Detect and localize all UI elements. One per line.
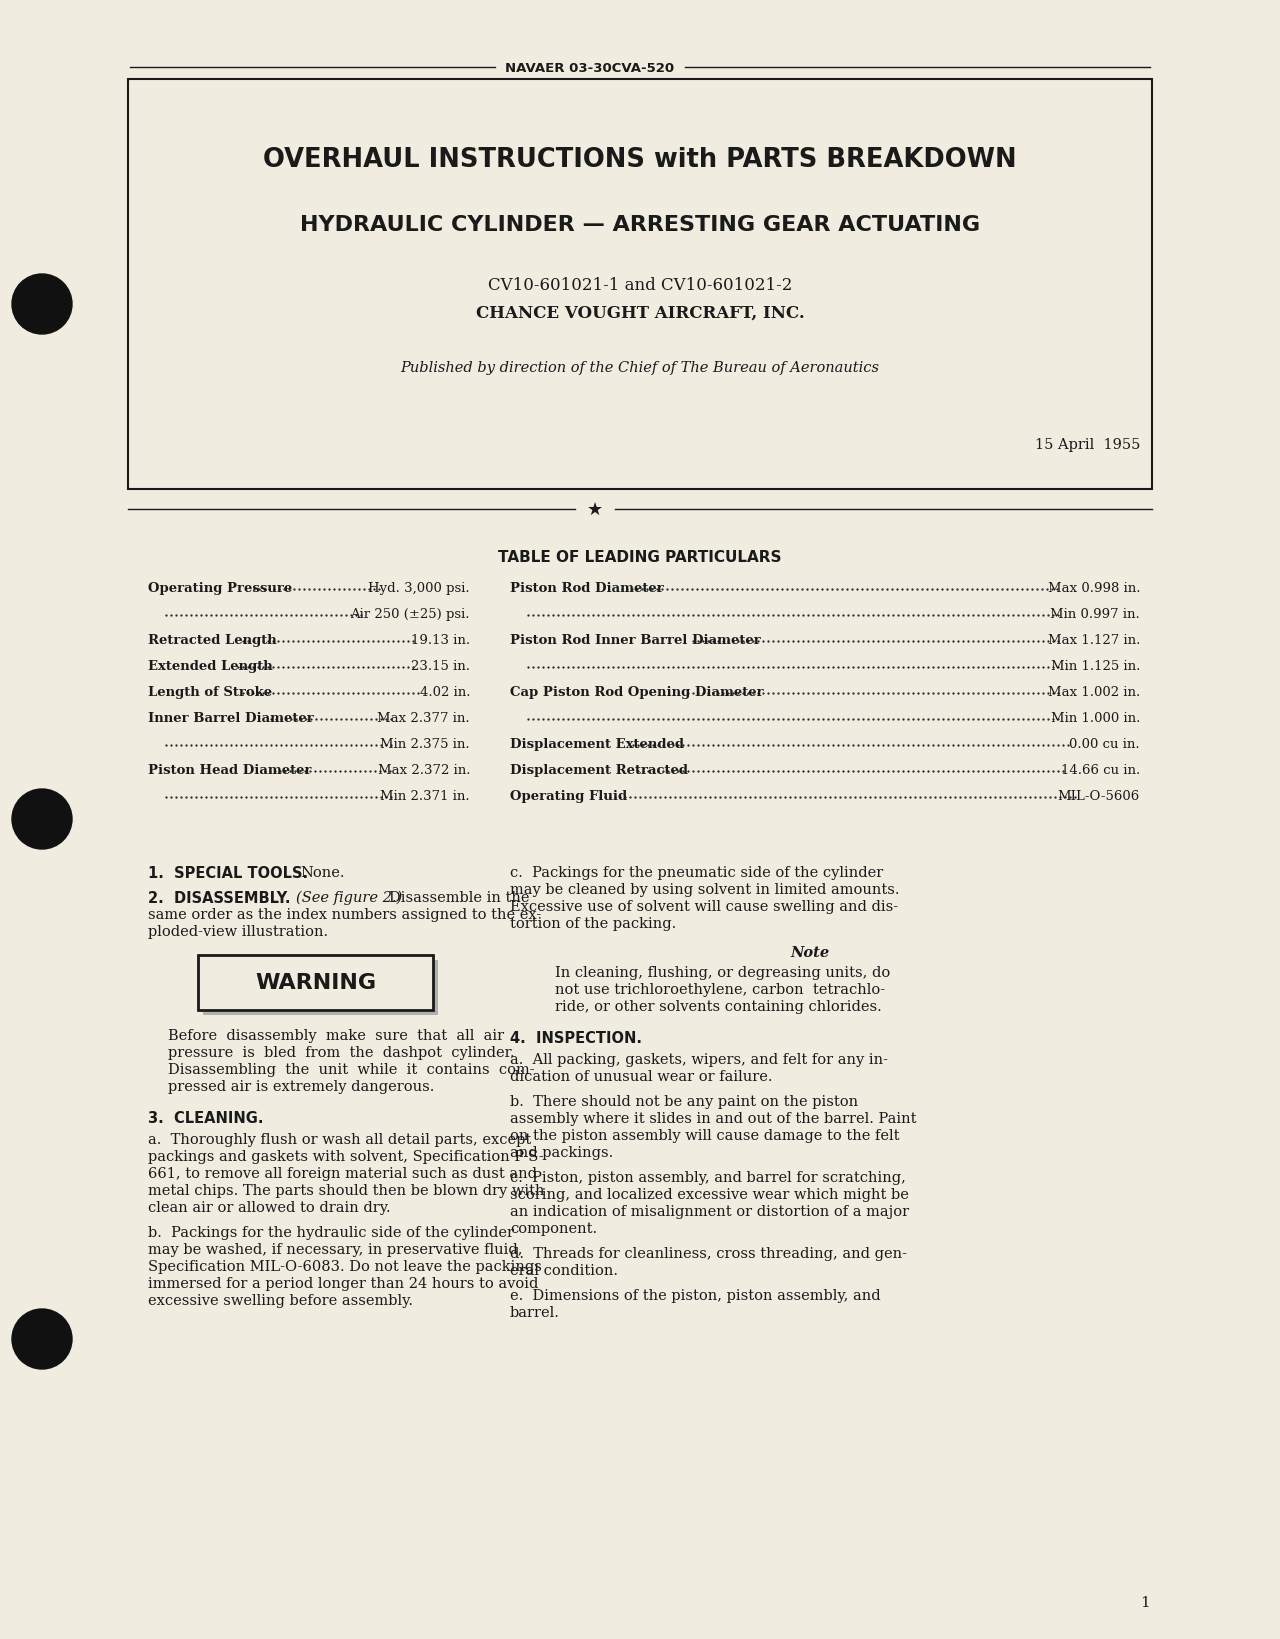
Text: component.: component.	[509, 1221, 598, 1236]
Text: Specification MIL-O-6083. Do not leave the packings: Specification MIL-O-6083. Do not leave t…	[148, 1259, 541, 1274]
Text: Excessive use of solvent will cause swelling and dis-: Excessive use of solvent will cause swel…	[509, 900, 899, 913]
Text: eral condition.: eral condition.	[509, 1264, 618, 1277]
Text: CV10-601021-1 and CV10-601021-2: CV10-601021-1 and CV10-601021-2	[488, 277, 792, 293]
Text: scoring, and localized excessive wear which might be: scoring, and localized excessive wear wh…	[509, 1187, 909, 1201]
Text: Operating Fluid: Operating Fluid	[509, 790, 627, 803]
Text: pressed air is extremely dangerous.: pressed air is extremely dangerous.	[168, 1080, 434, 1093]
Text: HYDRAULIC CYLINDER — ARRESTING GEAR ACTUATING: HYDRAULIC CYLINDER — ARRESTING GEAR ACTU…	[300, 215, 980, 234]
Text: Max 1.127 in.: Max 1.127 in.	[1047, 634, 1140, 647]
Text: Max 2.372 in.: Max 2.372 in.	[378, 764, 470, 777]
Text: CHANCE VOUGHT AIRCRAFT, INC.: CHANCE VOUGHT AIRCRAFT, INC.	[476, 305, 804, 321]
Text: Min 0.997 in.: Min 0.997 in.	[1051, 608, 1140, 621]
Text: 19.13 in.: 19.13 in.	[411, 634, 470, 647]
Text: b.  There should not be any paint on the piston: b. There should not be any paint on the …	[509, 1095, 858, 1108]
Text: ride, or other solvents containing chlorides.: ride, or other solvents containing chlor…	[556, 1000, 882, 1013]
Text: Hyd. 3,000 psi.: Hyd. 3,000 psi.	[369, 582, 470, 595]
Text: Displacement Extended: Displacement Extended	[509, 738, 684, 751]
Text: e.  Dimensions of the piston, piston assembly, and: e. Dimensions of the piston, piston asse…	[509, 1288, 881, 1303]
Text: 661, to remove all foreign material such as dust and: 661, to remove all foreign material such…	[148, 1167, 538, 1180]
Text: Retracted Length: Retracted Length	[148, 634, 276, 647]
Text: may be washed, if necessary, in preservative fluid,: may be washed, if necessary, in preserva…	[148, 1242, 522, 1255]
Text: Displacement Retracted: Displacement Retracted	[509, 764, 689, 777]
Text: and packings.: and packings.	[509, 1146, 613, 1159]
Text: Min 2.371 in.: Min 2.371 in.	[380, 790, 470, 803]
FancyBboxPatch shape	[204, 960, 438, 1016]
FancyBboxPatch shape	[128, 80, 1152, 490]
Text: a.  Thoroughly flush or wash all detail parts, except: a. Thoroughly flush or wash all detail p…	[148, 1133, 531, 1146]
Text: clean air or allowed to drain dry.: clean air or allowed to drain dry.	[148, 1200, 390, 1214]
Text: packings and gaskets with solvent, Specification P-S-: packings and gaskets with solvent, Speci…	[148, 1149, 544, 1164]
Text: Disassemble in the: Disassemble in the	[389, 890, 530, 905]
Text: 23.15 in.: 23.15 in.	[411, 659, 470, 672]
Text: Operating Pressure: Operating Pressure	[148, 582, 292, 595]
Text: 14.66 cu in.: 14.66 cu in.	[1061, 764, 1140, 777]
Text: Note: Note	[791, 946, 829, 959]
Text: Piston Head Diameter: Piston Head Diameter	[148, 764, 311, 777]
Text: 1: 1	[1140, 1595, 1149, 1609]
Text: ploded-view illustration.: ploded-view illustration.	[148, 924, 328, 939]
Text: OVERHAUL INSTRUCTIONS with PARTS BREAKDOWN: OVERHAUL INSTRUCTIONS with PARTS BREAKDO…	[264, 148, 1016, 172]
Text: Length of Stroke: Length of Stroke	[148, 685, 273, 698]
Text: metal chips. The parts should then be blown dry with: metal chips. The parts should then be bl…	[148, 1183, 544, 1196]
Text: (See figure 2.): (See figure 2.)	[296, 890, 402, 905]
Text: 0.00 cu in.: 0.00 cu in.	[1069, 738, 1140, 751]
Text: Min 1.000 in.: Min 1.000 in.	[1051, 711, 1140, 724]
Text: 15 April  1955: 15 April 1955	[1034, 438, 1140, 452]
Text: Piston Rod Inner Barrel Diameter: Piston Rod Inner Barrel Diameter	[509, 634, 760, 647]
Circle shape	[12, 790, 72, 849]
Text: pressure  is  bled  from  the  dashpot  cylinder.: pressure is bled from the dashpot cylind…	[168, 1046, 515, 1059]
Text: TABLE OF LEADING PARTICULARS: TABLE OF LEADING PARTICULARS	[498, 551, 782, 565]
Text: excessive swelling before assembly.: excessive swelling before assembly.	[148, 1293, 413, 1308]
Text: may be cleaned by using solvent in limited amounts.: may be cleaned by using solvent in limit…	[509, 882, 900, 897]
Text: barrel.: barrel.	[509, 1305, 559, 1319]
Circle shape	[12, 275, 72, 334]
Text: Max 1.002 in.: Max 1.002 in.	[1048, 685, 1140, 698]
Text: Extended Length: Extended Length	[148, 659, 273, 672]
Text: Piston Rod Diameter: Piston Rod Diameter	[509, 582, 664, 595]
Text: NAVAER 03-30CVA-520: NAVAER 03-30CVA-520	[506, 61, 675, 74]
Text: on the piston assembly will cause damage to the felt: on the piston assembly will cause damage…	[509, 1128, 900, 1142]
Text: Published by direction of the Chief of The Bureau of Aeronautics: Published by direction of the Chief of T…	[401, 361, 879, 375]
Text: None.: None.	[300, 865, 344, 880]
Text: d.  Threads for cleanliness, cross threading, and gen-: d. Threads for cleanliness, cross thread…	[509, 1246, 908, 1260]
FancyBboxPatch shape	[198, 956, 433, 1010]
Text: Min 1.125 in.: Min 1.125 in.	[1051, 659, 1140, 672]
Text: not use trichloroethylene, carbon  tetrachlo-: not use trichloroethylene, carbon tetrac…	[556, 982, 886, 997]
Text: assembly where it slides in and out of the barrel. Paint: assembly where it slides in and out of t…	[509, 1111, 916, 1126]
Text: immersed for a period longer than 24 hours to avoid: immersed for a period longer than 24 hou…	[148, 1277, 539, 1290]
Text: same order as the index numbers assigned to the ex-: same order as the index numbers assigned…	[148, 908, 541, 921]
Circle shape	[12, 1310, 72, 1369]
Text: b.  Packings for the hydraulic side of the cylinder: b. Packings for the hydraulic side of th…	[148, 1226, 515, 1239]
Text: Cap Piston Rod Opening Diameter: Cap Piston Rod Opening Diameter	[509, 685, 764, 698]
Text: Disassembling  the  unit  while  it  contains  com-: Disassembling the unit while it contains…	[168, 1062, 535, 1077]
Text: 3.  CLEANING.: 3. CLEANING.	[148, 1110, 264, 1126]
Text: Inner Barrel Diameter: Inner Barrel Diameter	[148, 711, 314, 724]
Text: Max 0.998 in.: Max 0.998 in.	[1047, 582, 1140, 595]
Text: ★: ★	[588, 500, 603, 518]
Text: WARNING: WARNING	[255, 974, 376, 993]
Text: 2.  DISASSEMBLY.: 2. DISASSEMBLY.	[148, 890, 291, 905]
Text: In cleaning, flushing, or degreasing units, do: In cleaning, flushing, or degreasing uni…	[556, 965, 891, 980]
Text: Max 2.377 in.: Max 2.377 in.	[378, 711, 470, 724]
Text: an indication of misalignment or distortion of a major: an indication of misalignment or distort…	[509, 1205, 909, 1218]
Text: 4.02 in.: 4.02 in.	[420, 685, 470, 698]
Text: MIL-O-5606: MIL-O-5606	[1057, 790, 1140, 803]
Text: 4.  INSPECTION.: 4. INSPECTION.	[509, 1031, 643, 1046]
Text: Min 2.375 in.: Min 2.375 in.	[380, 738, 470, 751]
Text: Air 250 (±25) psi.: Air 250 (±25) psi.	[351, 608, 470, 621]
Text: c.  Packings for the pneumatic side of the cylinder: c. Packings for the pneumatic side of th…	[509, 865, 883, 880]
Text: c.  Piston, piston assembly, and barrel for scratching,: c. Piston, piston assembly, and barrel f…	[509, 1170, 906, 1185]
Text: dication of unusual wear or failure.: dication of unusual wear or failure.	[509, 1069, 773, 1083]
Text: Before  disassembly  make  sure  that  all  air: Before disassembly make sure that all ai…	[168, 1028, 504, 1042]
Text: a.  All packing, gaskets, wipers, and felt for any in-: a. All packing, gaskets, wipers, and fel…	[509, 1052, 888, 1067]
Text: tortion of the packing.: tortion of the packing.	[509, 916, 676, 931]
Text: 1.  SPECIAL TOOLS.: 1. SPECIAL TOOLS.	[148, 865, 308, 880]
